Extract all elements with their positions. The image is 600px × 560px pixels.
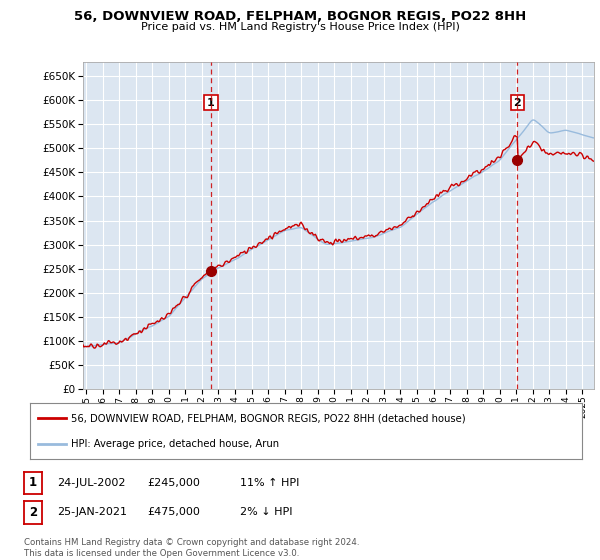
Text: 2: 2 xyxy=(29,506,37,519)
Text: HPI: Average price, detached house, Arun: HPI: Average price, detached house, Arun xyxy=(71,439,280,449)
Text: Price paid vs. HM Land Registry's House Price Index (HPI): Price paid vs. HM Land Registry's House … xyxy=(140,22,460,32)
Text: 2: 2 xyxy=(514,97,521,108)
Text: 56, DOWNVIEW ROAD, FELPHAM, BOGNOR REGIS, PO22 8HH (detached house): 56, DOWNVIEW ROAD, FELPHAM, BOGNOR REGIS… xyxy=(71,413,466,423)
Text: £475,000: £475,000 xyxy=(147,507,200,517)
Text: 1: 1 xyxy=(207,97,215,108)
Text: 24-JUL-2002: 24-JUL-2002 xyxy=(57,478,125,488)
Text: 25-JAN-2021: 25-JAN-2021 xyxy=(57,507,127,517)
Text: Contains HM Land Registry data © Crown copyright and database right 2024.
This d: Contains HM Land Registry data © Crown c… xyxy=(24,538,359,558)
Text: 1: 1 xyxy=(29,476,37,489)
Text: 11% ↑ HPI: 11% ↑ HPI xyxy=(240,478,299,488)
Text: £245,000: £245,000 xyxy=(147,478,200,488)
Text: 2% ↓ HPI: 2% ↓ HPI xyxy=(240,507,293,517)
Text: 56, DOWNVIEW ROAD, FELPHAM, BOGNOR REGIS, PO22 8HH: 56, DOWNVIEW ROAD, FELPHAM, BOGNOR REGIS… xyxy=(74,10,526,23)
